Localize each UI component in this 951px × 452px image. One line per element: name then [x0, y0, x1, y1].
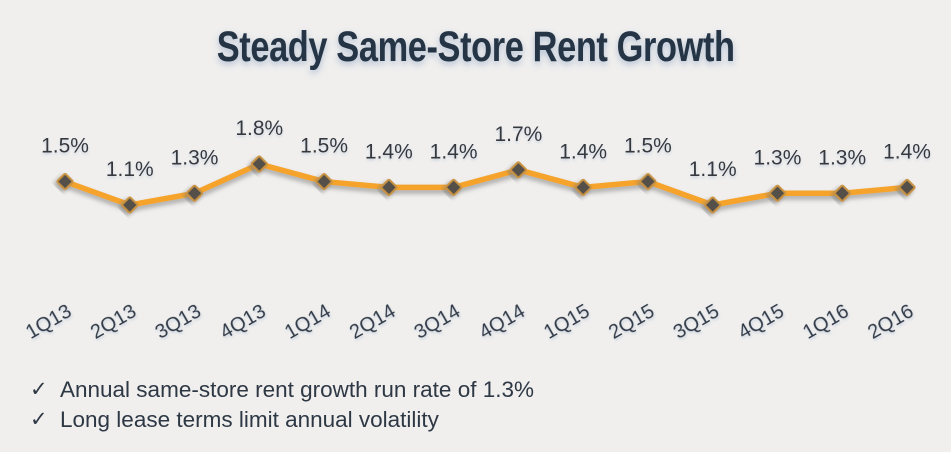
bullet-text: Long lease terms limit annual volatility — [60, 407, 439, 432]
list-item: ✓ Long lease terms limit annual volatili… — [30, 405, 534, 435]
svg-text:3Q13: 3Q13 — [152, 300, 205, 344]
list-item: ✓ Annual same-store rent growth run rate… — [30, 375, 534, 405]
svg-text:1.8%: 1.8% — [235, 117, 283, 140]
svg-text:1.5%: 1.5% — [624, 135, 672, 158]
page-title-text: Steady Same-Store Rent Growth — [216, 23, 735, 71]
svg-text:1.3%: 1.3% — [818, 146, 866, 169]
svg-text:2Q14: 2Q14 — [346, 300, 399, 344]
check-icon: ✓ — [30, 408, 48, 431]
svg-text:1.3%: 1.3% — [754, 146, 802, 169]
svg-text:2Q13: 2Q13 — [87, 300, 140, 344]
svg-text:4Q15: 4Q15 — [735, 300, 788, 344]
check-icon: ✓ — [30, 378, 48, 401]
svg-text:3Q15: 3Q15 — [670, 300, 723, 344]
svg-text:1Q14: 1Q14 — [281, 300, 334, 344]
svg-text:1.4%: 1.4% — [559, 140, 607, 163]
svg-text:1.4%: 1.4% — [883, 140, 931, 163]
svg-text:4Q14: 4Q14 — [476, 300, 529, 344]
svg-text:1Q15: 1Q15 — [540, 300, 593, 344]
svg-text:1.5%: 1.5% — [300, 135, 348, 158]
svg-text:1.1%: 1.1% — [689, 158, 737, 181]
svg-text:1.3%: 1.3% — [171, 146, 219, 169]
svg-text:2Q16: 2Q16 — [864, 300, 917, 344]
svg-text:1.7%: 1.7% — [494, 123, 542, 146]
svg-text:3Q14: 3Q14 — [411, 300, 464, 344]
svg-text:2Q15: 2Q15 — [605, 300, 658, 344]
page-title: Steady Same-Store Rent Growth — [0, 24, 951, 70]
bullet-text: Annual same-store rent growth run rate o… — [60, 377, 534, 402]
svg-text:1.4%: 1.4% — [365, 140, 413, 163]
svg-text:1Q13: 1Q13 — [22, 300, 75, 344]
svg-text:1.4%: 1.4% — [430, 140, 478, 163]
svg-text:1.5%: 1.5% — [41, 135, 89, 158]
rent-growth-line-chart: 1.5% 1.1% 1.3% 1.8% 1.5% 1.4% 1.4% 1.7% 1.4% 1.5%… — [22, 117, 931, 344]
svg-text:1Q16: 1Q16 — [799, 300, 852, 344]
svg-text:1.1%: 1.1% — [106, 158, 154, 181]
bullet-list: ✓ Annual same-store rent growth run rate… — [30, 375, 534, 435]
svg-text:4Q13: 4Q13 — [216, 300, 269, 344]
